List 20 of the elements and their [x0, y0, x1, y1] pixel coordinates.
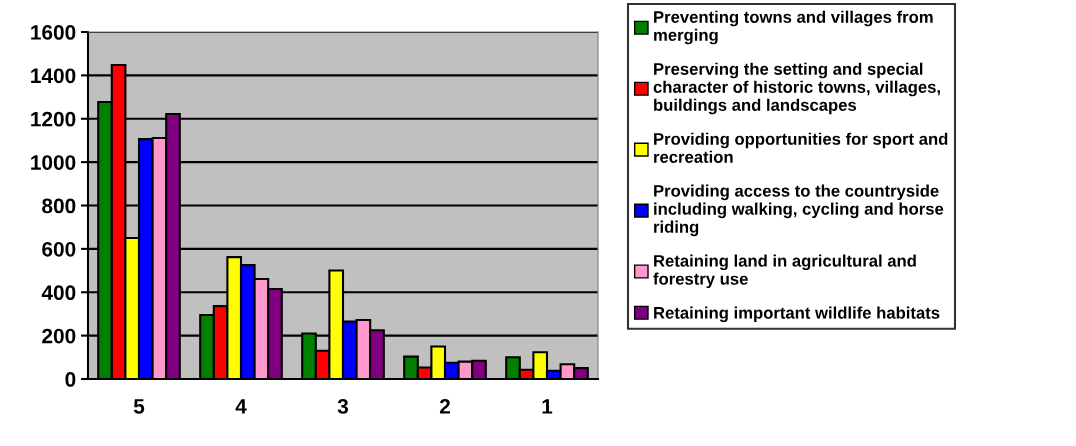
legend-label: Providing opportunities for sport and recreation [654, 132, 948, 163]
x-tick-label: 2 [439, 398, 450, 414]
y-tick-label: 400 [41, 285, 76, 300]
legend-label: Retaining land in agricultural and forestry use [653, 254, 916, 289]
y-tick-label: 800 [42, 198, 76, 214]
legend-label: Preventing towns and villages from merging [654, 10, 933, 45]
x-tick-label: 3 [337, 398, 349, 414]
legend-label: Providing access to the countryside including walking, cycling and horse riding [654, 184, 944, 237]
y-tick-label: 1000 [31, 155, 76, 170]
y-tick-label: 1200 [31, 111, 76, 127]
y-tick-label: 200 [42, 328, 76, 344]
legend-label: Preserving the setting and special character of historic towns, villages, buildings and landscapes [653, 62, 940, 115]
y-tick-label: 0 [65, 372, 76, 387]
legend-label: Retaining important wildlife habitats [654, 306, 940, 323]
y-tick-label: 1600 [31, 25, 76, 40]
x-tick-label: 5 [133, 399, 145, 414]
y-tick-label: 1400 [31, 68, 76, 84]
y-tick-label: 600 [42, 241, 76, 257]
x-tick-label: 1 [542, 399, 553, 414]
x-tick-label: 4 [235, 399, 247, 414]
